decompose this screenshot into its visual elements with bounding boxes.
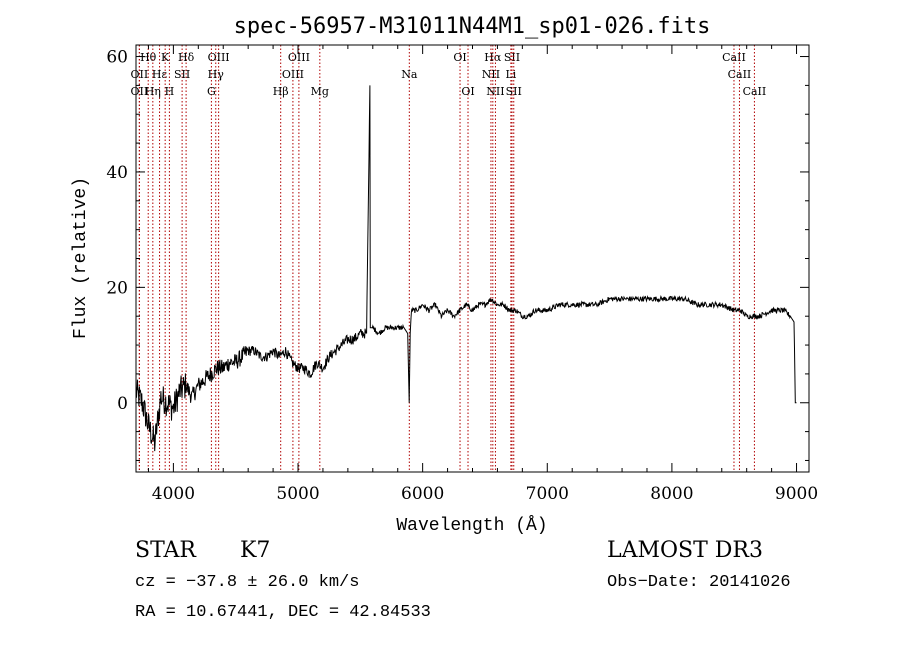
spectral-line-label: NII: [486, 85, 504, 98]
axis-ticks: 4000 5000 6000 7000 8000 9000 0 20 40 60: [106, 45, 818, 504]
spectral-line-label: CaII: [728, 68, 752, 81]
spectral-line-label: Hδ: [178, 51, 195, 64]
spectral-line-label: K: [161, 51, 170, 64]
spectral-line-label: OIII: [288, 51, 310, 64]
x-tick-label: 7000: [526, 484, 569, 504]
object-subclass: K7: [240, 538, 271, 563]
x-tick-label: 8000: [650, 484, 693, 504]
x-tick-label: 9000: [775, 484, 818, 504]
y-tick-label: 20: [106, 278, 128, 298]
series-layer: [135, 85, 797, 452]
object-class: STAR: [135, 538, 196, 563]
spectral-line-label: Na: [401, 68, 418, 81]
spectral-line-label: OI: [453, 51, 466, 64]
spectral-line-label: NII: [482, 68, 500, 81]
spectral-line-label: H: [165, 85, 175, 98]
spectral-line-label: SII: [504, 51, 520, 64]
ra-dec: RA = 10.67441, DEC = 42.84533: [135, 603, 431, 622]
x-tick-label: 5000: [276, 484, 319, 504]
x-tick-label: 4000: [152, 484, 195, 504]
spectral-line-label: G: [207, 85, 216, 98]
spectral-line-label: OI: [461, 85, 474, 98]
spectral-line-label: CaII: [722, 51, 746, 64]
x-tick-label: 6000: [401, 484, 444, 504]
chart-title: spec-56957-M31011N44M1_sp01-026.fits: [234, 14, 711, 39]
spectral-line-label: Hε: [152, 68, 168, 81]
spectral-line-label: Hγ: [208, 68, 225, 81]
spectral-line-label: OIII: [208, 51, 230, 64]
spectral-line-label: Hθ: [140, 51, 157, 64]
spectral-line-label: SII: [506, 85, 522, 98]
spectral-line-label: Li: [505, 68, 516, 81]
spectral-line-label: OIII: [282, 68, 304, 81]
spectral-line-label: SII: [174, 68, 190, 81]
y-axis-label: Flux (relative): [71, 177, 91, 339]
survey-name: LAMOST DR3: [607, 538, 763, 563]
plot-frame: [135, 44, 810, 473]
spectral-line-label: Hα: [484, 51, 502, 64]
y-tick-label: 60: [106, 48, 128, 68]
spectral-line-label: Mg: [311, 85, 329, 98]
obs-date: Obs−Date: 20141026: [607, 573, 791, 592]
spectral-line-label: Hη: [145, 85, 161, 98]
cz-value: cz = −37.8 ± 26.0 km/s: [135, 573, 360, 592]
y-tick-label: 0: [117, 394, 128, 414]
spectral-line-label: Hβ: [273, 85, 289, 98]
y-tick-label: 40: [106, 163, 128, 183]
x-axis-label: Wavelength (Å): [396, 515, 547, 536]
spectrum-line: [135, 85, 797, 452]
spectral-line-label: OII: [131, 85, 149, 98]
spectral-line-label: CaII: [743, 85, 767, 98]
